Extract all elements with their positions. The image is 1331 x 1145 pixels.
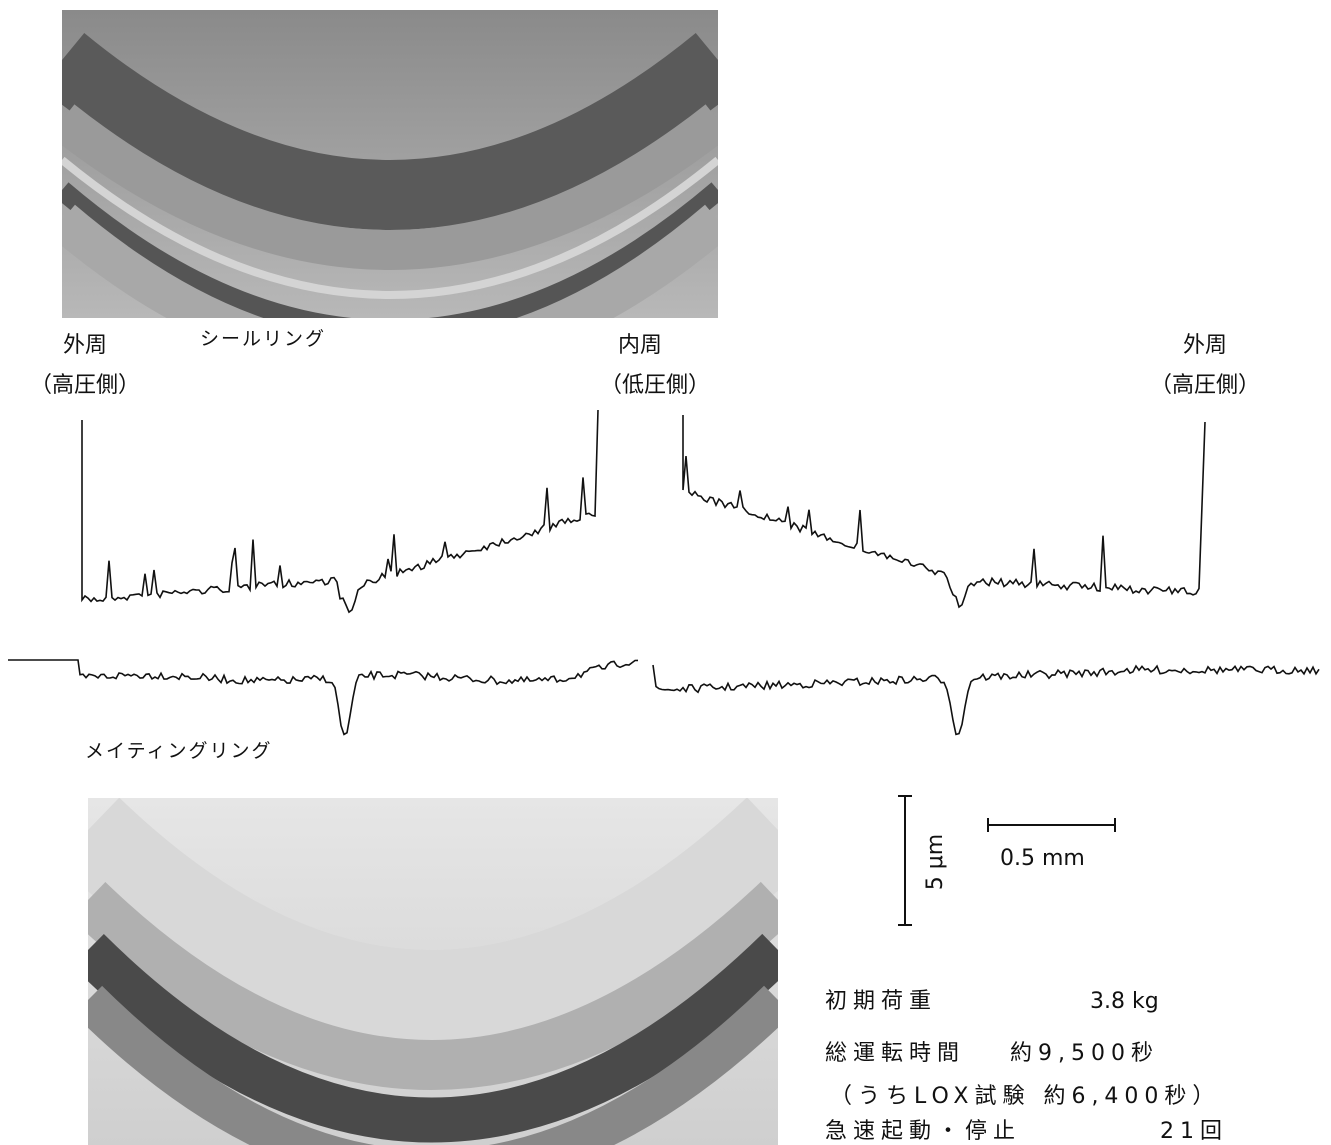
label: メイティングリング	[85, 740, 272, 762]
label: 内周	[618, 333, 662, 358]
mating-ring-photo	[88, 798, 778, 1145]
profile-traces	[8, 410, 1319, 734]
condition-label: 急速起動・停止	[825, 1119, 1021, 1144]
condition-label: （うちLOX試験 約6,400秒）	[830, 1084, 1220, 1109]
trace	[82, 410, 598, 612]
trace	[8, 660, 638, 734]
label: （高圧側）	[1150, 373, 1260, 398]
condition-value: 約9,500秒	[1010, 1041, 1159, 1066]
label: （低圧側）	[600, 373, 710, 398]
scale-label: 0.5 mm	[1000, 846, 1085, 871]
label: 外周	[1183, 333, 1227, 358]
seal-ring-photo	[62, 10, 718, 360]
trace	[653, 665, 1319, 734]
scale-label: 5 μm	[923, 834, 948, 890]
label: シールリング	[200, 328, 326, 350]
label: 外周	[63, 333, 107, 358]
figure: 外周 （高圧側） シールリング 内周 （低圧側） 外周 （高圧側） メイティング…	[0, 0, 1331, 1145]
condition-value: 3.8 kg	[1090, 989, 1159, 1014]
condition-value: 21回	[1160, 1119, 1228, 1144]
label: （高圧側）	[30, 373, 140, 398]
condition-label: 総運転時間	[825, 1041, 965, 1066]
trace	[683, 415, 1205, 607]
condition-label: 初期荷重	[825, 989, 937, 1014]
